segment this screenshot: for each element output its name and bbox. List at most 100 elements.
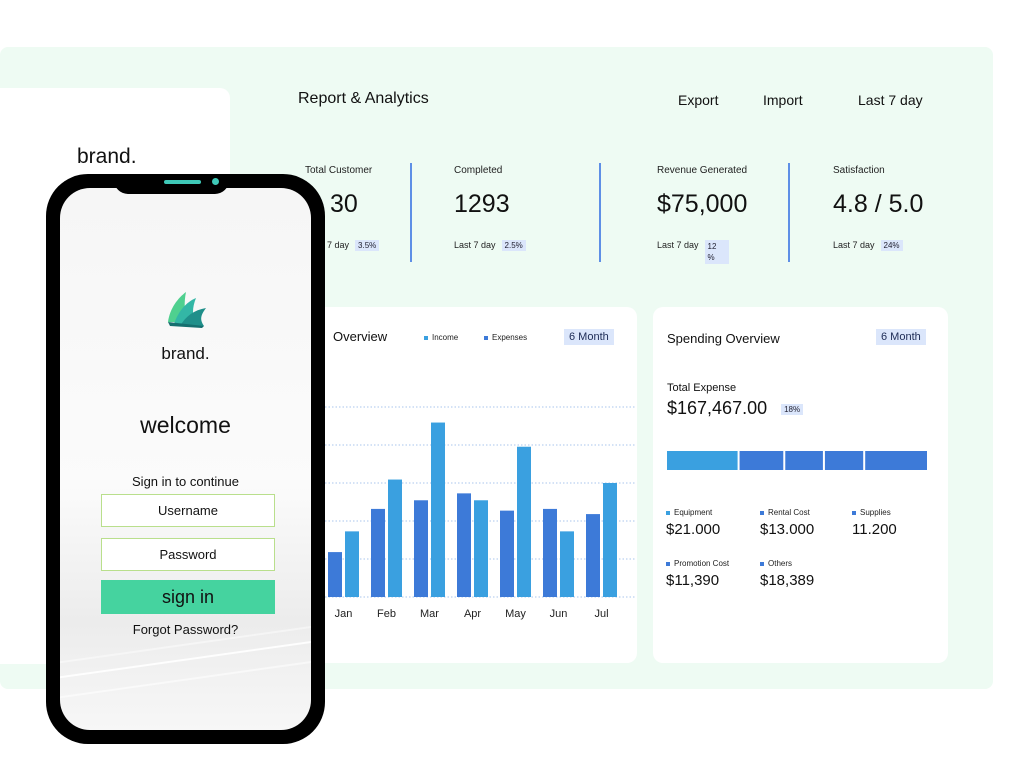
app-brand: brand. xyxy=(161,344,210,363)
category-value: $11,390 xyxy=(666,572,720,589)
bar-income-jul xyxy=(603,483,617,597)
stat-revenue: Revenue Generated $75,000 xyxy=(657,165,747,219)
date-range-button[interactable]: Last 7 day xyxy=(858,92,923,108)
spend-segment-rental-cost xyxy=(739,451,784,470)
legend-income: Income xyxy=(424,333,458,342)
category-name: Promotion Cost xyxy=(674,559,730,568)
phone-screen: brand. welcome Sign in to continue sign … xyxy=(60,188,311,730)
bar-expenses-mar xyxy=(414,500,428,597)
category-equipment: Equipment $21.000 xyxy=(666,508,720,538)
category-swatch xyxy=(760,561,764,566)
x-tick-label: Mar xyxy=(420,608,439,620)
stat-footer: Last 7 day 2.5% xyxy=(454,240,526,251)
stat-label: Total Customer xyxy=(305,165,373,176)
category-name: Others xyxy=(768,559,793,568)
stat-label: Satisfaction xyxy=(833,165,885,176)
spending-title: Spending Overview xyxy=(667,331,780,346)
overview-card: Overview Income Expenses 6 Month Jan Feb M… xyxy=(300,307,637,663)
stat-footer: 7 day 3.5% xyxy=(327,240,380,251)
category-others: Others $18,389 xyxy=(760,559,814,589)
legend-label: Income xyxy=(432,333,459,342)
stat-change-badge: 24% xyxy=(880,240,903,251)
x-tick-label: Apr xyxy=(464,608,481,620)
speaker-icon xyxy=(164,180,201,184)
category-swatch xyxy=(852,510,856,515)
stat-value: $75,000 xyxy=(657,190,748,218)
password-input[interactable] xyxy=(101,538,275,571)
stat-period: 7 day xyxy=(327,240,350,250)
x-tick-label: May xyxy=(505,608,526,620)
stat-period: Last 7 day xyxy=(657,240,699,250)
category-value: 11.200 xyxy=(852,521,897,538)
x-tick-label: Feb xyxy=(377,608,396,620)
camera-icon xyxy=(212,178,219,185)
stat-value: 4.8 / 5.0 xyxy=(833,190,924,218)
bar-income-jun xyxy=(560,531,574,597)
x-tick-label: Jun xyxy=(550,608,568,620)
page-title: Report & Analytics xyxy=(298,90,429,107)
spend-segment-equipment xyxy=(667,451,738,470)
stat-footer: Last 7 day 24% xyxy=(833,240,903,251)
leaf-fan-logo-icon xyxy=(168,292,206,328)
bar-expenses-jun xyxy=(543,508,557,597)
stat-label: Revenue Generated xyxy=(657,165,748,176)
category-name: Supplies xyxy=(860,508,891,517)
stat-completed: Completed 1293 xyxy=(454,165,510,219)
stat-satisfaction: Satisfaction 4.8 / 5.0 xyxy=(833,165,923,219)
spend-segment-others xyxy=(865,451,927,470)
import-button[interactable]: Import xyxy=(763,92,803,108)
bar-income-jan xyxy=(345,531,359,597)
category-swatch xyxy=(666,561,670,566)
category-value: $13.000 xyxy=(760,521,815,538)
stat-change-badge: 3.5% xyxy=(355,240,380,251)
category-value: $18,389 xyxy=(760,572,815,589)
sidebar-brand: brand. xyxy=(77,145,137,168)
category-value: $21.000 xyxy=(666,521,721,538)
export-button[interactable]: Export xyxy=(678,92,719,108)
stat-value: 1293 xyxy=(454,190,510,218)
total-expense-label: Total Expense xyxy=(667,382,737,394)
bar-expenses-may xyxy=(500,510,514,597)
category-rental-cost: Rental Cost $13.000 xyxy=(760,508,814,538)
stat-value: 30 xyxy=(330,190,358,218)
legend-swatch xyxy=(424,335,428,340)
welcome-heading: welcome xyxy=(140,412,231,438)
legend-swatch xyxy=(484,335,488,340)
stat-period: Last 7 day xyxy=(454,240,496,250)
spend-segment-supplies xyxy=(785,451,823,470)
stat-divider xyxy=(788,163,790,262)
category-name: Equipment xyxy=(674,508,713,517)
category-name: Rental Cost xyxy=(768,508,810,517)
x-tick-label: Jul xyxy=(594,608,608,620)
total-expense-row: $167,467.00 18% xyxy=(667,398,804,419)
stat-label: Completed xyxy=(454,165,503,176)
stat-divider xyxy=(599,163,601,262)
category-promotion-cost: Promotion Cost $11,390 xyxy=(666,559,729,589)
phone-notch xyxy=(114,174,229,194)
stat-divider xyxy=(410,163,412,262)
stat-change-badge: 12 % xyxy=(704,240,729,264)
bar-income-feb xyxy=(388,479,402,597)
stat-period: Last 7 day xyxy=(833,240,875,250)
signin-button[interactable]: sign in xyxy=(101,580,275,614)
spending-range-button[interactable]: 6 Month xyxy=(876,329,926,345)
signin-subtitle: Sign in to continue xyxy=(132,474,239,489)
category-supplies: Supplies 11.200 xyxy=(852,508,897,538)
screen-sheen xyxy=(60,654,311,704)
spend-segment-promotion-cost xyxy=(824,451,864,470)
stat-change-badge: 2.5% xyxy=(501,240,526,251)
total-expense-value: $167,467.00 xyxy=(667,398,768,418)
legend-label: Expenses xyxy=(492,333,528,342)
x-tick-label: Jan xyxy=(335,608,353,620)
bar-income-mar xyxy=(431,422,445,597)
category-swatch xyxy=(666,510,670,515)
forgot-password-link[interactable]: Forgot Password? xyxy=(132,622,239,637)
total-expense-badge: 18% xyxy=(781,403,804,415)
phone-mockup: brand. welcome Sign in to continue sign … xyxy=(46,174,325,744)
screen-sheen xyxy=(60,634,311,684)
username-input[interactable] xyxy=(101,494,275,527)
overview-range-button[interactable]: 6 Month xyxy=(564,329,614,345)
bar-expenses-feb xyxy=(371,508,385,597)
bar-income-apr xyxy=(474,500,488,597)
